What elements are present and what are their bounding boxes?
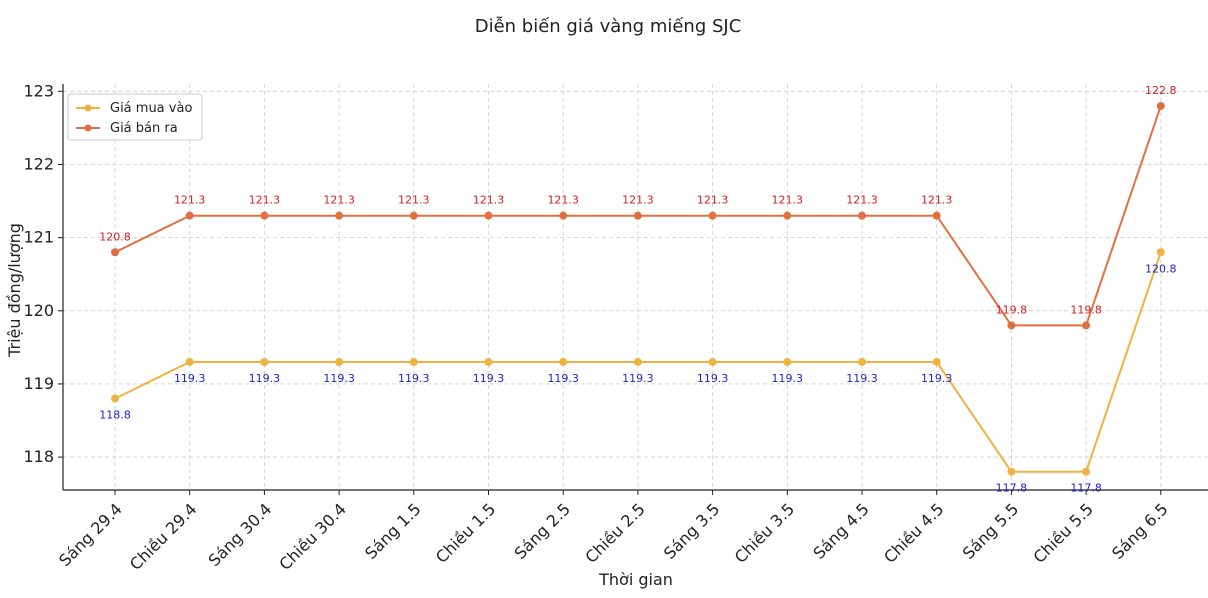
data-label: 121.3 [249, 194, 281, 207]
x-tick-label: Chiều 4.5 [880, 499, 947, 566]
data-point [633, 211, 642, 220]
data-point [559, 211, 568, 220]
y-tick-labels: 118 119 120 121 122 123 [23, 81, 54, 466]
x-tick-label: Sáng 29.4 [55, 499, 126, 570]
x-tick-label: Chiều 5.5 [1030, 499, 1097, 566]
data-point [409, 357, 418, 366]
data-label: 121.3 [846, 194, 878, 207]
data-label: 119.3 [772, 372, 804, 385]
x-tick-label: Sáng 4.5 [809, 499, 872, 562]
x-axis-title: Thời gian [598, 570, 673, 589]
grid-lines [63, 84, 1208, 490]
data-label: 120.8 [1145, 262, 1177, 275]
x-tick-label: Chiều 30.4 [275, 499, 350, 574]
legend-marker-buy [84, 104, 92, 112]
data-point [1156, 248, 1165, 257]
data-point [335, 357, 344, 366]
series-buy: 118.8 119.3 119.3 119.3 119.3 119.3 119.3 119.3… [99, 248, 1177, 495]
x-tick-label: Sáng 1.5 [361, 499, 424, 562]
data-label: 119.3 [622, 372, 654, 385]
x-tick-label: Chiều 29.4 [126, 499, 201, 574]
x-tick-label: Sáng 30.4 [205, 499, 276, 570]
data-label: 119.3 [697, 372, 729, 385]
data-point [708, 211, 717, 220]
data-label: 119.3 [846, 372, 878, 385]
x-tick-label: Sáng 3.5 [660, 499, 723, 562]
data-label: 121.3 [174, 194, 206, 207]
x-tick-label: Sáng 6.5 [1108, 499, 1171, 562]
x-tick-label: Chiều 3.5 [731, 499, 798, 566]
data-point [783, 357, 792, 366]
data-point [633, 357, 642, 366]
x-tick-label: Chiều 1.5 [432, 499, 499, 566]
y-tick-label: 118 [23, 447, 54, 466]
data-point [1082, 321, 1091, 330]
data-label: 119.8 [1070, 303, 1102, 316]
data-point [409, 211, 418, 220]
data-point [185, 211, 194, 220]
data-point [484, 211, 493, 220]
data-point [260, 357, 269, 366]
data-label: 119.3 [323, 372, 355, 385]
x-tick-label: Sáng 5.5 [959, 499, 1022, 562]
data-label: 121.3 [772, 194, 804, 207]
data-label: 119.3 [547, 372, 579, 385]
data-point [858, 357, 866, 366]
data-point [260, 211, 269, 220]
data-label: 119.3 [921, 372, 953, 385]
data-label: 119.3 [249, 372, 281, 385]
data-label: 121.3 [622, 194, 654, 207]
x-tick-label: Sáng 2.5 [511, 499, 574, 562]
data-label: 117.8 [1070, 482, 1102, 495]
data-point [932, 357, 941, 366]
y-tick-label: 120 [23, 301, 54, 320]
x-tick-label: Chiều 2.5 [581, 499, 648, 566]
data-point [1007, 321, 1016, 330]
data-point [1156, 101, 1165, 110]
data-label: 118.8 [99, 409, 131, 422]
data-point [559, 357, 568, 366]
data-label: 121.3 [697, 194, 729, 207]
data-label: 119.3 [174, 372, 206, 385]
data-label: 119.3 [473, 372, 505, 385]
data-point [1082, 467, 1091, 476]
data-point [111, 394, 119, 403]
legend-label-buy: Giá mua vào [110, 101, 192, 116]
legend: Giá mua vào Giá bán ra [67, 93, 203, 141]
data-point [484, 357, 493, 366]
data-label: 119.8 [996, 303, 1028, 316]
data-point [185, 357, 194, 366]
data-label: 121.3 [323, 194, 355, 207]
x-tick-labels: Sáng 29.4 Chiều 29.4 Sáng 30.4 Chiều 30.4 Sá… [55, 499, 1171, 574]
data-point [932, 211, 941, 220]
data-point [858, 211, 866, 220]
data-label: 120.8 [99, 230, 131, 243]
axes [58, 84, 1208, 495]
y-tick-label: 122 [23, 154, 54, 173]
data-label: 121.3 [921, 194, 953, 207]
legend-label-sell: Giá bán ra [110, 121, 178, 136]
data-label: 117.8 [996, 482, 1028, 495]
data-point [708, 357, 717, 366]
legend-box [67, 93, 203, 141]
y-tick-label: 123 [23, 81, 54, 100]
series-sell: 120.8 121.3 121.3 121.3 121.3 121.3 121.3 121.3… [99, 84, 1177, 330]
legend-marker-sell [84, 124, 92, 132]
y-tick-label: 121 [23, 228, 54, 247]
data-label: 121.3 [473, 194, 505, 207]
data-point [783, 211, 792, 220]
data-label: 122.8 [1145, 84, 1177, 97]
chart-title: Diễn biến giá vàng miếng SJC [475, 16, 742, 37]
y-tick-label: 119 [23, 374, 54, 393]
data-point [111, 248, 119, 257]
data-point [335, 211, 344, 220]
data-label: 119.3 [398, 372, 430, 385]
series-layer: 118.8 119.3 119.3 119.3 119.3 119.3 119.3 119.3… [99, 84, 1176, 495]
data-label: 121.3 [398, 194, 430, 207]
data-point [1007, 467, 1016, 476]
data-label: 121.3 [547, 194, 579, 207]
y-axis-title: Triệu đồng/lượng [5, 223, 24, 358]
